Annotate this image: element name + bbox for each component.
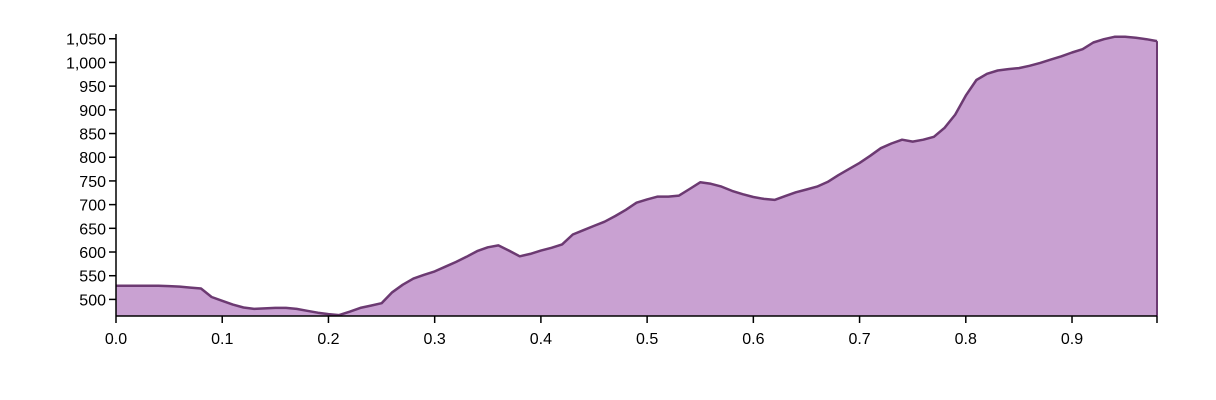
- y-tick-label: 800: [79, 150, 106, 167]
- x-tick-label: 0.7: [848, 331, 870, 348]
- y-tick-label: 900: [79, 103, 106, 120]
- y-tick-label: 550: [79, 269, 106, 286]
- y-tick-label: 1,050: [66, 32, 106, 49]
- x-tick-label: 0.2: [317, 331, 339, 348]
- x-tick-label: 0.9: [1061, 331, 1083, 348]
- y-tick-label: 950: [79, 79, 106, 96]
- area-fill: [116, 36, 1157, 317]
- x-tick-label: 0.5: [636, 331, 658, 348]
- x-tick-label: 0.6: [742, 331, 764, 348]
- x-tick-label: 0.3: [424, 331, 446, 348]
- x-tick-label: 0.1: [211, 331, 233, 348]
- x-tick-label: 0.0: [105, 331, 127, 348]
- x-tick-label: 0.8: [955, 331, 977, 348]
- y-tick-label: 600: [79, 245, 106, 262]
- y-tick-label: 500: [79, 292, 106, 309]
- y-tick-label: 850: [79, 127, 106, 144]
- y-tick-label: 700: [79, 198, 106, 215]
- y-tick-label: 750: [79, 174, 106, 191]
- x-tick-label: 0.4: [530, 331, 552, 348]
- x-axis: 0.0 0.1 0.2 0.3 0.4 0.5 0.6 0.7 0.8 0.9: [105, 315, 1158, 348]
- area-outline: [116, 35, 1158, 317]
- y-tick-label: 1,000: [66, 55, 106, 72]
- y-tick-label: 650: [79, 221, 106, 238]
- y-axis: 500 550 600 650 700 750 800 850 900 950 1,000 1,050: [66, 32, 117, 316]
